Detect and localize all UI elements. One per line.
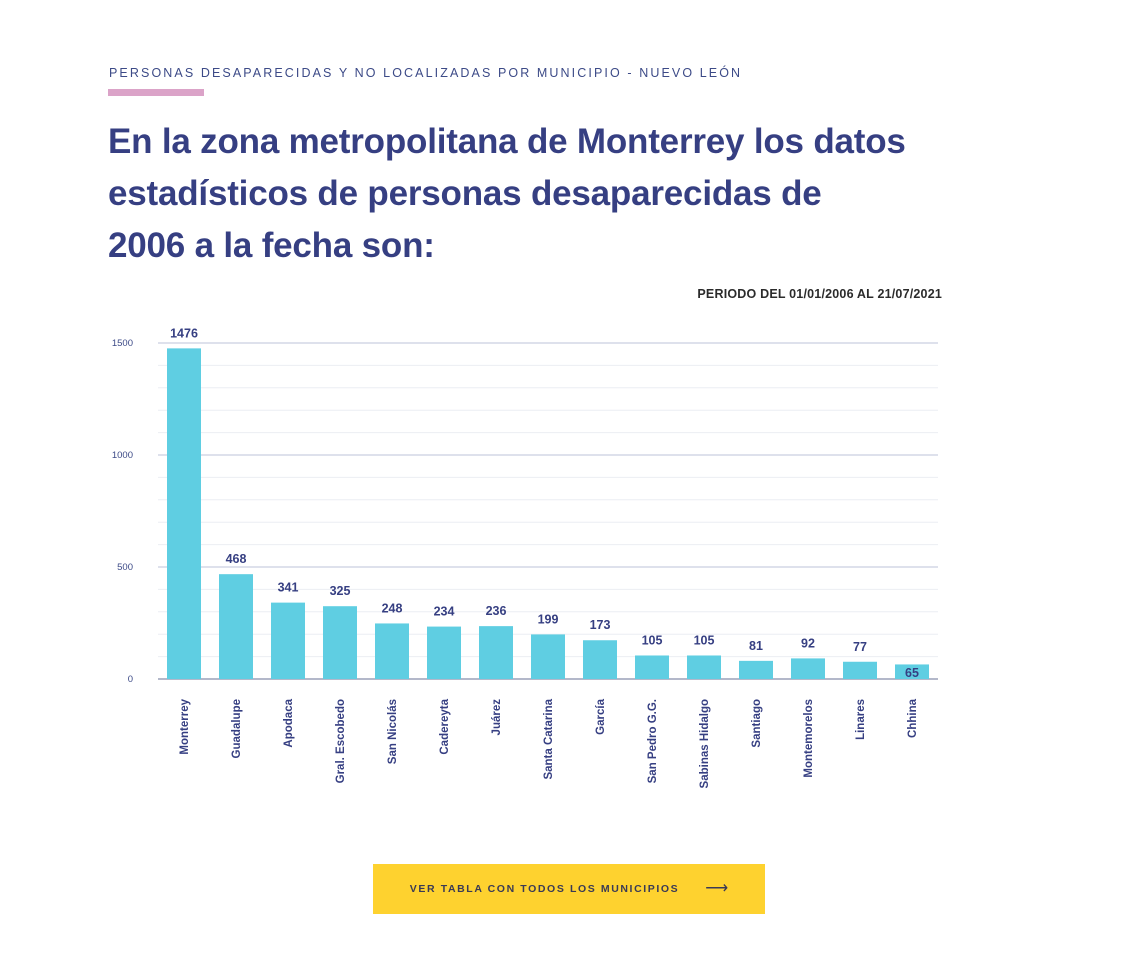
x-tick-label: García [595,698,607,734]
bar [167,348,201,679]
data-label: 1476 [170,326,198,340]
bar [427,626,461,679]
x-tick-label: Monterrey [179,698,191,754]
x-tick-label: Santa Catarina [543,698,555,779]
bar [739,660,773,679]
data-label: 105 [642,633,663,647]
bar [323,606,357,679]
data-label: 65 [905,666,919,680]
data-label: 234 [434,605,455,619]
period-label: PERIODO DEL 01/01/2006 AL 21/07/2021 [697,287,942,301]
bar [479,626,513,679]
data-label: 468 [226,552,247,566]
x-tick-label: San Pedro G.G. [647,699,659,783]
bar [219,574,253,679]
view-table-button[interactable]: VER TABLA CON TODOS LOS MUNICIPIOS ⟶ [373,864,765,914]
bar [843,661,877,679]
x-tick-label: Apodaca [283,698,295,747]
bar [895,664,929,679]
x-tick-label: Chhina [907,698,919,738]
x-tick-label: Cadereyta [439,698,451,754]
arrow-right-icon: ⟶ [705,880,729,897]
data-label: 105 [694,633,715,647]
bar [583,640,617,679]
data-label: 92 [801,636,815,650]
data-label: 248 [382,601,403,615]
x-tick-label: Gral. Escobedo [335,699,347,783]
y-tick-label: 500 [117,562,133,573]
x-tick-label: Juárez [491,699,503,736]
data-label: 341 [278,581,299,595]
kicker-underline [108,89,204,96]
x-tick-label: Linares [855,699,867,740]
bar [687,655,721,679]
data-label: 325 [330,584,351,598]
bar [375,623,409,679]
data-label: 173 [590,618,611,632]
data-label: 77 [853,640,867,654]
data-label: 199 [538,612,559,626]
y-tick-label: 1000 [112,450,133,461]
kicker-text: PERSONAS DESAPARECIDAS Y NO LOCALIZADAS … [109,66,743,80]
x-tick-label: Santiago [751,699,763,748]
x-tick-label: Guadalupe [231,699,243,758]
y-tick-label: 1500 [112,338,133,349]
bar [791,658,825,679]
x-tick-label: San Nicolás [387,699,399,764]
view-table-button-label: VER TABLA CON TODOS LOS MUNICIPIOS [409,883,680,895]
page-title: En la zona metropolitana de Monterrey lo… [108,122,906,265]
bar [635,655,669,679]
x-tick-label: Sabinas Hidalgo [699,699,711,788]
bar [271,602,305,679]
x-tick-label: Montemorelos [803,699,815,778]
y-tick-label: 0 [128,674,133,685]
bar [531,634,565,679]
data-label: 236 [486,604,507,618]
data-label: 81 [749,639,763,653]
